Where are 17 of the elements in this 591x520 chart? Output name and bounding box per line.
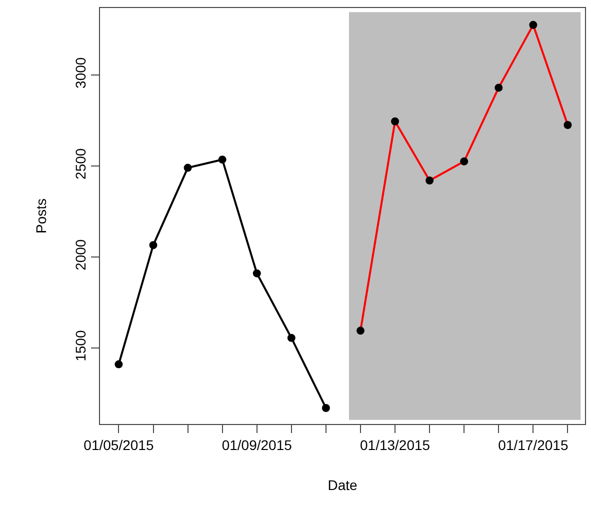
- point: [322, 404, 330, 412]
- point: [184, 164, 192, 172]
- y-tick-label: 1500: [72, 330, 88, 362]
- point: [114, 360, 123, 368]
- point: [252, 269, 261, 278]
- y-tick-label: 2000: [72, 239, 88, 270]
- x-tick-label: 01/13/2015: [360, 436, 430, 453]
- y-axis-title: Posts: [33, 198, 49, 234]
- x-tick-label: 01/09/2015: [222, 436, 292, 453]
- point: [287, 334, 296, 342]
- point: [149, 241, 158, 250]
- point: [218, 156, 226, 164]
- x-tick-label: 01/05/2015: [84, 436, 154, 453]
- y-tick-label: 2500: [72, 148, 88, 180]
- y-tick-label: 3000: [72, 57, 88, 88]
- x-axis-title: Date: [328, 477, 358, 494]
- x-tick-label: 01/17/2015: [498, 436, 568, 453]
